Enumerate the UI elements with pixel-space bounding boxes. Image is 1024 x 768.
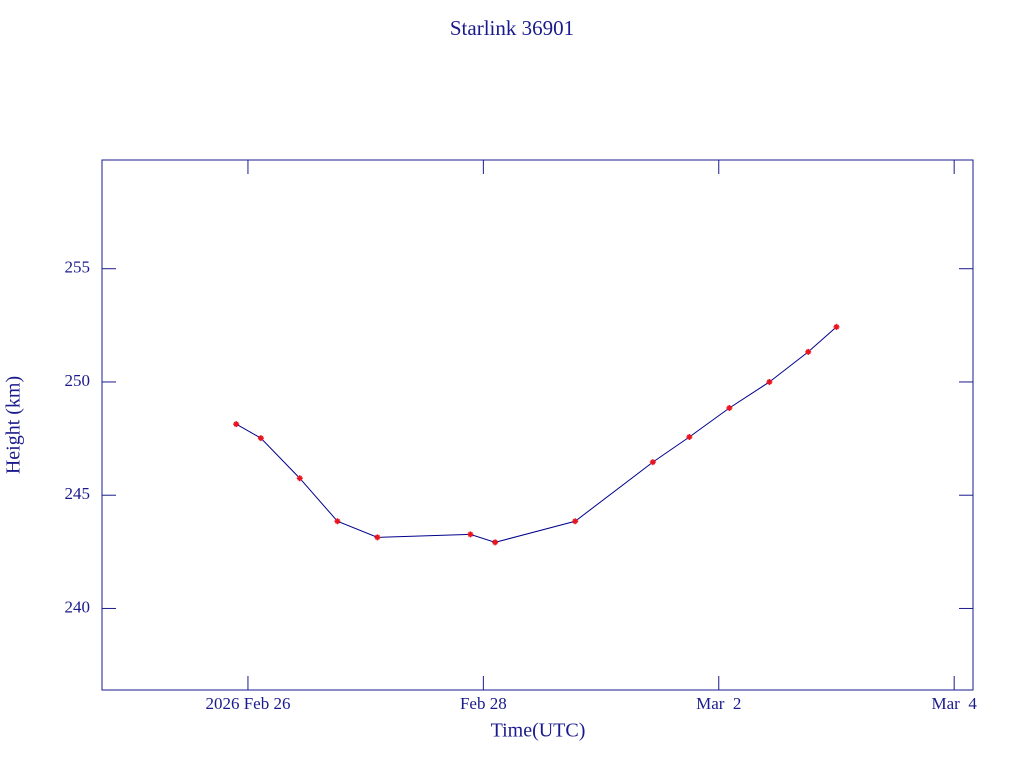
data-point: [334, 518, 341, 525]
data-point: [572, 518, 579, 525]
data-point: [649, 459, 656, 466]
data-line: [235, 326, 837, 543]
data-point: [467, 531, 474, 538]
data-point: [257, 435, 264, 442]
data-point: [805, 348, 812, 355]
x-tick-label: 2026 Feb 26: [205, 694, 290, 713]
data-point: [766, 378, 773, 385]
x-axis-label: Time(UTC): [491, 720, 586, 742]
data-point: [726, 405, 733, 412]
data-point: [833, 323, 840, 330]
y-tick-label: 245: [65, 484, 91, 503]
x-tick-label: Mar 4: [932, 694, 978, 713]
y-tick-label: 250: [65, 371, 91, 390]
y-tick-label: 255: [65, 258, 91, 277]
data-point: [686, 434, 693, 441]
data-point: [374, 534, 381, 541]
data-point: [296, 475, 303, 482]
x-tick-label: Mar 2: [696, 694, 741, 713]
x-tick-label: Feb 28: [460, 694, 507, 713]
data-point: [492, 539, 499, 546]
chart-title: Starlink 36901: [450, 16, 574, 40]
data-point: [233, 421, 240, 428]
y-axis-label: Height (km): [3, 376, 25, 474]
y-tick-label: 240: [65, 597, 91, 616]
plot-frame: [101, 159, 974, 691]
